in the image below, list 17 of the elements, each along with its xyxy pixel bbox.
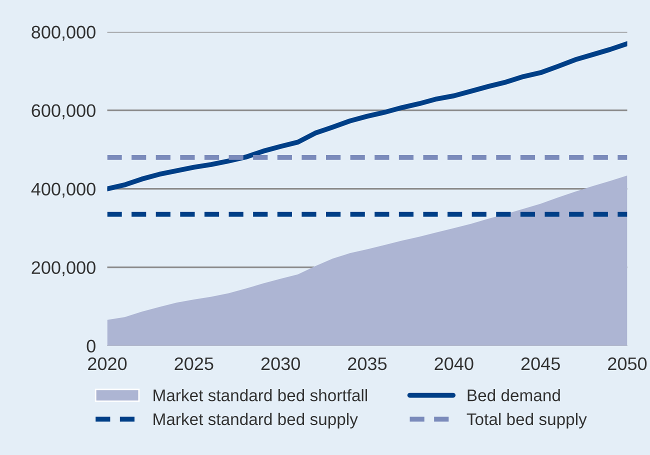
x-tick-label: 2030 — [261, 357, 300, 370]
x-tick-label: 2025 — [174, 357, 214, 370]
y-tick-label: 600,000 — [32, 104, 96, 120]
legend-label: Bed demand — [468, 389, 560, 402]
legend-label: Total bed supply — [466, 412, 587, 428]
legend-label: Market standard bed shortfall — [154, 389, 368, 402]
y-tick-label: 200,000 — [32, 261, 96, 276]
y-tick-label: 400,000 — [31, 182, 96, 198]
x-tick-label: 2040 — [434, 357, 474, 370]
legend-label: Market standard bed supply — [154, 412, 358, 428]
x-tick-label: 2050 — [608, 357, 647, 370]
line-series — [107, 41, 628, 192]
x-tick-label: 2045 — [521, 357, 560, 370]
x-tick-label: 2020 — [88, 357, 127, 370]
x-tick-label: 2035 — [348, 357, 387, 370]
y-tick-label: 0 — [86, 340, 96, 353]
y-tick-label: 800,000 — [32, 26, 96, 41]
